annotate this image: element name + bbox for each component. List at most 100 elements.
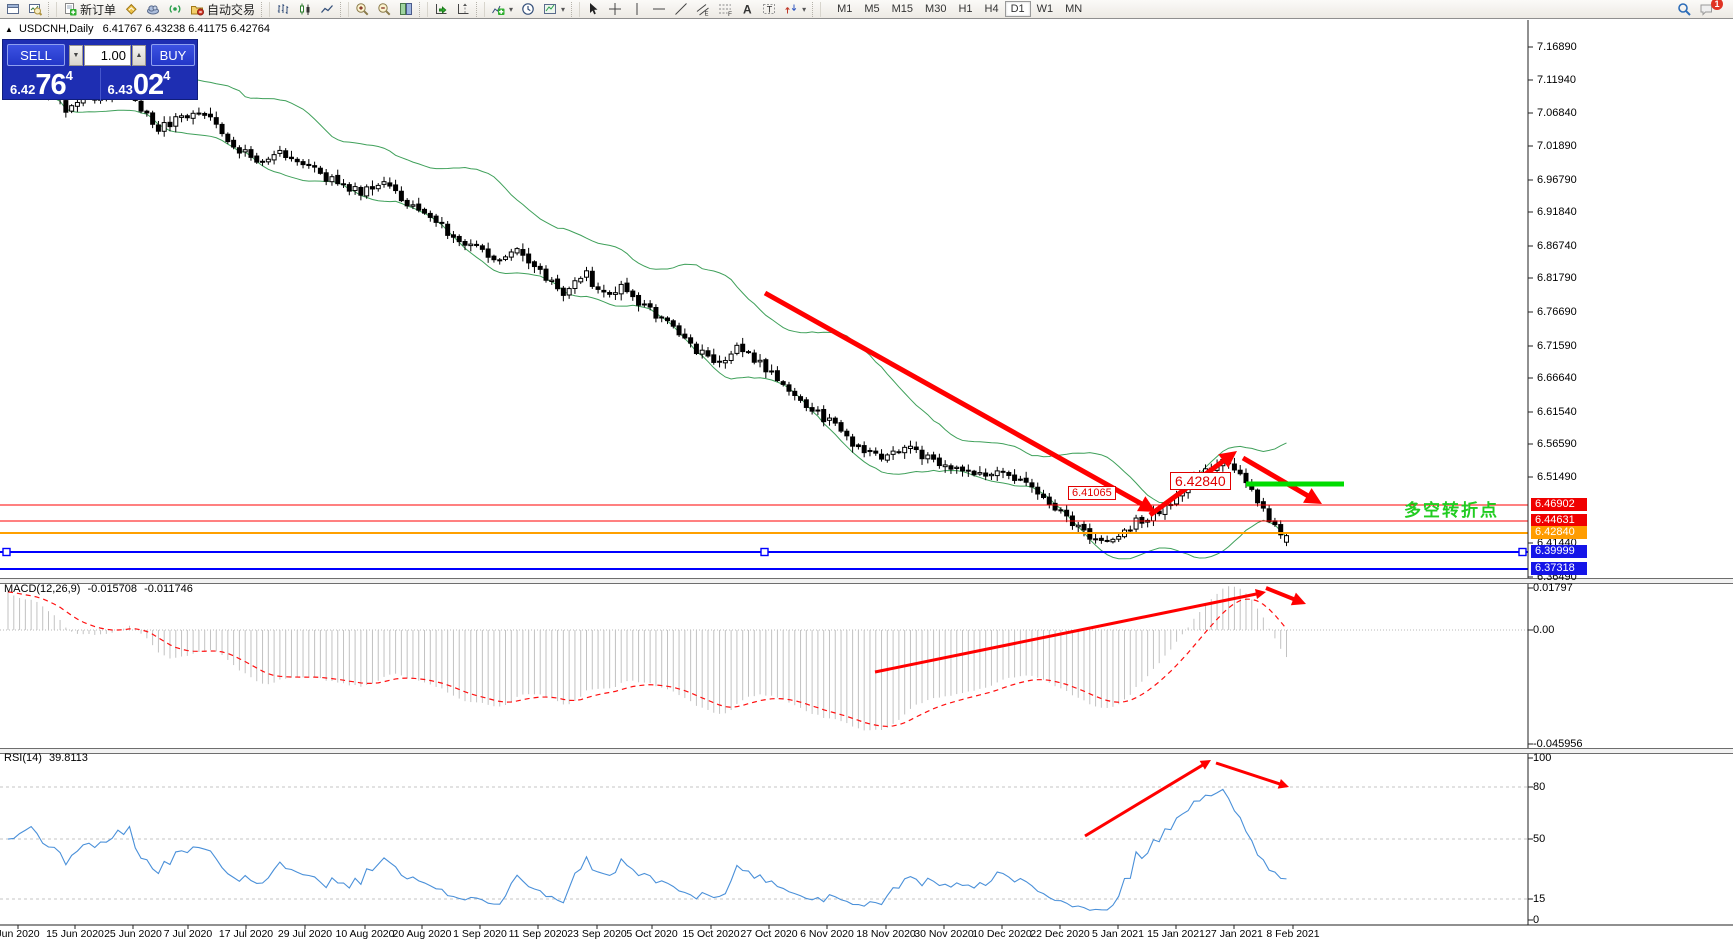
buy-button[interactable]: BUY bbox=[151, 44, 195, 66]
toolbar-separator bbox=[476, 1, 486, 17]
toolbar-line-chart-mode-button[interactable] bbox=[316, 1, 338, 18]
sell-price-big: 76 bbox=[35, 69, 66, 102]
price-level-lines[interactable] bbox=[0, 504, 1528, 570]
toolbar-indicators-button[interactable]: ▾ bbox=[487, 1, 517, 18]
annotation-arrows[interactable] bbox=[763, 290, 1344, 838]
svg-text:E: E bbox=[705, 12, 709, 17]
pane-separator-rsi[interactable] bbox=[0, 748, 1733, 754]
trend-arrow[interactable] bbox=[1084, 761, 1207, 838]
chevron-down-icon[interactable]: ▾ bbox=[509, 4, 514, 14]
toolbar-auto-scroll-button[interactable] bbox=[430, 1, 452, 18]
trend-arrow[interactable] bbox=[1215, 761, 1284, 787]
toolbar-auto-trading-button[interactable]: 自动交易 bbox=[186, 1, 259, 18]
notifications-chat-icon[interactable]: 1 bbox=[1695, 0, 1723, 19]
volume-down-button[interactable]: ▼ bbox=[69, 45, 83, 66]
toolbar-fibonacci-retracement-button[interactable]: F bbox=[714, 1, 736, 18]
toolbar-new-chart-button[interactable] bbox=[2, 1, 24, 18]
toolbar-cursor-button[interactable] bbox=[582, 1, 604, 18]
toolbar-metaquotes-services-button[interactable] bbox=[120, 1, 142, 18]
toolbar-community-button[interactable] bbox=[142, 1, 164, 18]
chevron-down-icon[interactable]: ▾ bbox=[802, 4, 807, 14]
trade-controls-row: SELL ▼ ▲ BUY bbox=[3, 40, 197, 68]
date-tick: 30 Nov 2020 bbox=[914, 928, 974, 940]
timeframe-m1-button[interactable]: M1 bbox=[831, 1, 858, 17]
pane-separator-macd[interactable] bbox=[0, 578, 1733, 584]
toolbar-text-label-button[interactable]: T bbox=[758, 1, 780, 18]
toolbar-new-order-button[interactable]: 新订单 bbox=[59, 1, 120, 18]
macd-tick: 0.00 bbox=[1533, 624, 1555, 636]
price-tick: 6.91840 bbox=[1537, 206, 1577, 218]
svg-text:T: T bbox=[767, 5, 773, 15]
arrowhead bbox=[1199, 760, 1211, 770]
symbol-period-label: USDCNH,Daily bbox=[18, 23, 94, 35]
price-badge: 6.39999 bbox=[1531, 545, 1587, 558]
toolbar-chart-shift-button[interactable] bbox=[452, 1, 474, 18]
timeframe-d1-button[interactable]: D1 bbox=[1004, 1, 1031, 17]
date-tick: 5 Oct 2020 bbox=[626, 928, 678, 940]
chevron-down-icon[interactable]: ▾ bbox=[561, 4, 566, 14]
toolbar-zoom-in-button[interactable] bbox=[351, 1, 373, 18]
toolbar-tile-windows-button[interactable] bbox=[395, 1, 417, 18]
turning-point-text[interactable]: 多空转折点 bbox=[1404, 501, 1499, 520]
trend-arrow[interactable] bbox=[1241, 455, 1315, 502]
top-toolbar: 新订单 自动交易 ▾ ▾ E F A T ▾ M1 M5 M15 M30 H1 H4 D1 W1 MN 1 bbox=[0, 0, 1733, 19]
toolbar-candlestick-mode-button[interactable] bbox=[294, 1, 316, 18]
price-annotation-high[interactable]: 6.42840 bbox=[1170, 472, 1231, 490]
arrowhead bbox=[1137, 496, 1156, 512]
trend-arrow[interactable] bbox=[1265, 586, 1300, 603]
chart-title: ▲ USDCNH,Daily 6.41767 6.43238 6.41175 6… bbox=[5, 23, 270, 35]
toolbar-text-button[interactable]: A bbox=[736, 1, 758, 18]
timeframe-m5-button[interactable]: M5 bbox=[858, 1, 885, 17]
toolbar-crosshair-button[interactable] bbox=[604, 1, 626, 18]
date-tick: 15 Jan 2021 bbox=[1147, 928, 1205, 940]
notification-badge: 1 bbox=[1711, 0, 1723, 10]
timeframe-w1-button[interactable]: W1 bbox=[1031, 1, 1060, 17]
toolbar-horizontal-line-button[interactable] bbox=[648, 1, 670, 18]
toolbar-bar-chart-mode-button[interactable] bbox=[272, 1, 294, 18]
volume-input[interactable] bbox=[84, 45, 131, 66]
trend-arrow[interactable] bbox=[763, 290, 1149, 510]
volume-up-button[interactable]: ▲ bbox=[132, 45, 146, 66]
toolbar-arrows-button[interactable]: ▾ bbox=[780, 1, 810, 18]
timeframe-m30-button[interactable]: M30 bbox=[919, 1, 952, 17]
date-tick: 10 Dec 2020 bbox=[972, 928, 1032, 940]
sell-price[interactable]: 6.42 76 4 bbox=[3, 68, 100, 101]
toolbar-separator bbox=[340, 1, 350, 17]
toolbar-zoom-out-button[interactable] bbox=[373, 1, 395, 18]
collapse-panel-icon[interactable]: ▲ bbox=[5, 25, 13, 34]
one-click-trading-panel: SELL ▼ ▲ BUY 6.42 76 4 6.43 02 4 bbox=[2, 39, 198, 101]
timeframe-h1-button[interactable]: H1 bbox=[952, 1, 978, 17]
sell-button[interactable]: SELL bbox=[7, 44, 65, 66]
trend-arrow[interactable] bbox=[874, 591, 1261, 674]
price-tick: 6.61540 bbox=[1537, 406, 1577, 418]
price-tick: 6.71590 bbox=[1537, 340, 1577, 352]
candlesticks bbox=[5, 70, 1289, 547]
price-tick: 7.01890 bbox=[1537, 140, 1577, 152]
timeframe-group: M1 M5 M15 M30 H1 H4 D1 W1 MN bbox=[831, 1, 1088, 17]
toolbar-periods-button[interactable] bbox=[517, 1, 539, 18]
date-tick: 7 Jul 2020 bbox=[163, 928, 213, 940]
toolbar-vertical-line-button[interactable] bbox=[626, 1, 648, 18]
toolbar-chart-profiles-button[interactable] bbox=[24, 1, 46, 18]
timeframe-m15-button[interactable]: M15 bbox=[886, 1, 919, 17]
price-tick: 6.86740 bbox=[1537, 240, 1577, 252]
line-drag-handle[interactable] bbox=[1518, 547, 1527, 557]
toolbar-button-label: 新订单 bbox=[80, 2, 117, 17]
timeframe-mn-button[interactable]: MN bbox=[1059, 1, 1088, 17]
date-tick: 1 Sep 2020 bbox=[453, 928, 507, 940]
timeframe-h4-button[interactable]: H4 bbox=[979, 1, 1005, 17]
buy-price[interactable]: 6.43 02 4 bbox=[99, 68, 198, 101]
date-tick: 18 Nov 2020 bbox=[856, 928, 916, 940]
buy-price-pip: 4 bbox=[163, 68, 171, 83]
price-annotation-low[interactable]: 6.41065 bbox=[1068, 486, 1116, 500]
line-drag-handle[interactable] bbox=[760, 547, 769, 557]
line-drag-handle[interactable] bbox=[2, 547, 11, 557]
date-tick: 11 Sep 2020 bbox=[508, 928, 568, 940]
toolbar-signals-button[interactable] bbox=[164, 1, 186, 18]
toolbar-templates-button[interactable]: ▾ bbox=[539, 1, 569, 18]
price-tick: 6.96790 bbox=[1537, 174, 1577, 186]
search-icon[interactable] bbox=[1673, 1, 1695, 18]
toolbar-trendline-button[interactable] bbox=[670, 1, 692, 18]
toolbar-equidistant-channel-button[interactable]: E bbox=[692, 1, 714, 18]
